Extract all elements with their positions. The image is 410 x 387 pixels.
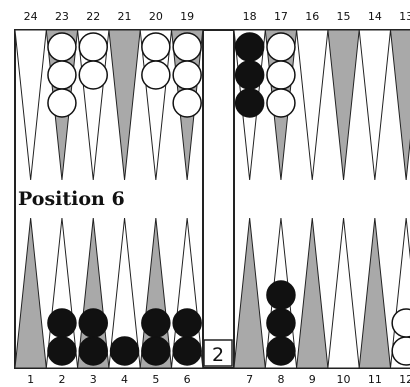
black-checker[interactable] [266,336,296,366]
point-number: 8 [277,373,284,386]
black-checker[interactable] [172,308,202,338]
white-checker[interactable] [391,308,410,338]
point-9[interactable] [296,217,329,369]
point-4[interactable] [108,217,141,369]
point-number: 24 [24,10,38,23]
point-number: 11 [368,373,382,386]
doubling-cube-value: 2 [212,344,224,366]
white-checker[interactable] [78,32,108,62]
point-14[interactable] [358,29,392,181]
position-caption: Position 6 [18,188,125,210]
point-number: 21 [118,10,132,23]
black-checker[interactable] [109,336,140,366]
point-number: 5 [152,373,159,386]
white-checker[interactable] [141,32,171,62]
point-number: 15 [337,10,351,23]
black-checker[interactable] [234,88,265,118]
point-number: 1 [27,373,34,386]
checkers-layer [47,32,410,366]
point-number: 3 [90,373,97,386]
doubling-cube[interactable]: 2 [203,339,233,367]
white-checker[interactable] [47,88,77,118]
black-checker[interactable] [234,60,265,90]
black-checker[interactable] [78,308,108,338]
bar[interactable] [202,29,235,369]
white-checker[interactable] [78,60,108,90]
point-number: 17 [274,10,288,23]
point-10[interactable] [327,217,360,369]
point-1[interactable] [14,217,47,369]
white-checker[interactable] [266,60,296,90]
white-checker[interactable] [172,32,202,62]
point-11[interactable] [358,217,392,369]
black-checker[interactable] [266,280,296,310]
point-number: 10 [337,373,351,386]
point-number: 18 [243,10,257,23]
point-16[interactable] [296,29,329,181]
point-numbers: 24 23 22 21 20 19 18 17 16 15 14 131 2 3 4 5 6 7 8 9 10 11 12 [24,10,410,386]
point-number: 2 [58,373,65,386]
white-checker[interactable] [266,32,296,62]
white-checker[interactable] [47,60,77,90]
point-number: 12 [399,373,410,386]
black-checker[interactable] [234,32,265,62]
black-checker[interactable] [266,308,296,338]
point-number: 9 [309,373,316,386]
point-number: 7 [246,373,253,386]
black-checker[interactable] [141,308,171,338]
white-checker[interactable] [141,60,171,90]
point-24[interactable] [14,29,47,181]
point-number: 20 [149,10,163,23]
white-checker[interactable] [172,60,202,90]
black-checker[interactable] [47,308,77,338]
point-21[interactable] [108,29,141,181]
white-checker[interactable] [172,88,202,118]
point-13[interactable] [389,29,410,181]
point-15[interactable] [327,29,360,181]
doubling-cube-box[interactable] [203,339,233,367]
black-checker[interactable] [47,336,77,366]
point-number: 23 [55,10,69,23]
white-checker[interactable] [47,32,77,62]
white-checker[interactable] [266,88,296,118]
black-checker[interactable] [172,336,202,366]
point-number: 13 [399,10,410,23]
black-checker[interactable] [78,336,108,366]
black-checker[interactable] [141,336,171,366]
point-number: 4 [121,373,128,386]
point-number: 19 [180,10,194,23]
point-7[interactable] [233,217,266,369]
point-number: 6 [184,373,191,386]
point-number: 14 [368,10,382,23]
point-number: 16 [305,10,319,23]
point-number: 22 [86,10,100,23]
